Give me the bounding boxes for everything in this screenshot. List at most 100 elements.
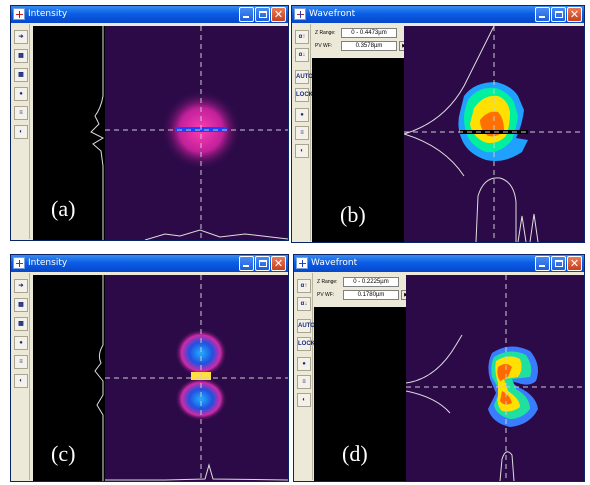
z-range-box: Z Range: 0 - 0.2225µm PV WF: 0.1780µm ▶ bbox=[315, 275, 413, 304]
z-down-icon[interactable]: α↓ bbox=[297, 297, 311, 311]
layers-icon[interactable]: ≡ bbox=[295, 126, 309, 140]
layers-icon[interactable]: ≡ bbox=[297, 375, 311, 389]
title-bar[interactable]: Wavefront ✕ bbox=[292, 6, 584, 23]
horizontal-profile bbox=[105, 463, 288, 481]
z-range-box: Z Range: 0 - 0.4473µm PV WF: 0.3578µm ▶ bbox=[313, 26, 411, 55]
window-title: Intensity bbox=[28, 9, 68, 19]
close-button[interactable]: ✕ bbox=[271, 256, 286, 271]
pv-value: 0.1780µm bbox=[343, 290, 399, 300]
grid-icon[interactable]: ▦ bbox=[14, 49, 28, 63]
intensity-plot[interactable] bbox=[105, 275, 288, 481]
maximize-icon bbox=[259, 260, 267, 267]
panel-caption: (b) bbox=[340, 202, 366, 227]
minimize-icon bbox=[243, 265, 249, 267]
intensity-window-a: Intensity ✕ ➔ ▦ ▩ ● ≡ ◐ bbox=[10, 5, 289, 241]
wavefront-plot[interactable] bbox=[404, 26, 584, 242]
minimize-button[interactable] bbox=[535, 256, 550, 271]
title-bar[interactable]: Intensity ✕ bbox=[11, 255, 288, 272]
z-up-icon[interactable]: α↑ bbox=[295, 30, 309, 44]
app-icon bbox=[294, 8, 306, 20]
tool-strip: α↑ α↓ AUTO LOCK ● ≡ ◐ bbox=[295, 273, 315, 480]
window-title: Wavefront bbox=[309, 9, 356, 19]
minimize-button[interactable] bbox=[239, 7, 254, 22]
maximize-button[interactable] bbox=[551, 256, 566, 271]
sphere-icon[interactable]: ● bbox=[14, 336, 28, 350]
color-wheel-icon[interactable]: ◐ bbox=[14, 374, 28, 388]
maximize-icon bbox=[555, 11, 563, 18]
minimize-icon bbox=[243, 16, 249, 18]
tool-strip: ➔ ▦ ▩ ● ≡ ◐ bbox=[12, 24, 30, 239]
maximize-button[interactable] bbox=[255, 7, 270, 22]
wavefront-core bbox=[497, 364, 512, 381]
pv-row: PV WF: 0.3578µm ▶ bbox=[315, 41, 409, 52]
window-title: Intensity bbox=[28, 258, 68, 268]
panel-caption: (d) bbox=[342, 441, 368, 466]
z-range-row: Z Range: 0 - 0.4473µm bbox=[315, 28, 409, 39]
profile-strip bbox=[314, 307, 406, 481]
close-button[interactable]: ✕ bbox=[567, 7, 582, 22]
app-icon bbox=[13, 8, 25, 20]
vertical-profile bbox=[94, 275, 104, 481]
multi-grid-icon[interactable]: ▩ bbox=[14, 317, 28, 331]
title-bar[interactable]: Intensity ✕ bbox=[11, 6, 288, 23]
profile-strip bbox=[33, 26, 105, 240]
close-button[interactable]: ✕ bbox=[567, 256, 582, 271]
wavefront-window-d: Wavefront ✕ α↑ α↓ AUTO LOCK ● ≡ ◐ Z Rang… bbox=[293, 254, 585, 482]
app-icon bbox=[13, 257, 25, 269]
profile-strip bbox=[312, 58, 404, 242]
window-title: Wavefront bbox=[311, 258, 358, 268]
vertical-profile bbox=[406, 334, 463, 384]
profile-strip bbox=[33, 275, 105, 481]
beam-lobe-upper bbox=[175, 329, 227, 377]
maximize-icon bbox=[259, 11, 267, 18]
z-range-label: Z Range: bbox=[315, 30, 336, 36]
z-down-icon[interactable]: α↓ bbox=[295, 48, 309, 62]
layers-icon[interactable]: ≡ bbox=[14, 106, 28, 120]
color-wheel-icon[interactable]: ◐ bbox=[295, 144, 309, 158]
lock-button[interactable]: LOCK bbox=[295, 88, 313, 102]
auto-button[interactable]: AUTO bbox=[297, 319, 315, 333]
intensity-window-c: Intensity ✕ ➔ ▦ ▩ ● ≡ ◐ bbox=[10, 254, 289, 482]
grid-icon[interactable]: ▦ bbox=[14, 298, 28, 312]
lock-button[interactable]: LOCK bbox=[297, 337, 315, 351]
maximize-button[interactable] bbox=[551, 7, 566, 22]
auto-button[interactable]: AUTO bbox=[295, 70, 313, 84]
z-range-label: Z Range: bbox=[317, 279, 338, 285]
horizontal-profile bbox=[499, 451, 515, 481]
z-up-icon[interactable]: α↑ bbox=[297, 279, 311, 293]
app-icon bbox=[296, 257, 308, 269]
layers-icon[interactable]: ≡ bbox=[14, 355, 28, 369]
wavefront-plot[interactable] bbox=[406, 275, 584, 481]
export-icon[interactable]: ➔ bbox=[14, 30, 28, 44]
panel-caption: (a) bbox=[51, 196, 76, 221]
close-button[interactable]: ✕ bbox=[271, 7, 286, 22]
title-bar[interactable]: Wavefront ✕ bbox=[294, 255, 584, 272]
close-icon: ✕ bbox=[569, 257, 580, 270]
sphere-icon[interactable]: ● bbox=[14, 87, 28, 101]
sphere-icon[interactable]: ● bbox=[295, 108, 309, 122]
pv-label: PV WF: bbox=[317, 292, 335, 298]
intensity-plot[interactable] bbox=[105, 26, 288, 240]
sphere-icon[interactable]: ● bbox=[297, 357, 311, 371]
minimize-icon bbox=[539, 265, 545, 267]
beam-lobe-lower bbox=[175, 377, 227, 421]
horizontal-profile bbox=[475, 177, 517, 242]
minimize-button[interactable] bbox=[239, 256, 254, 271]
close-icon: ✕ bbox=[569, 8, 580, 21]
minimize-button[interactable] bbox=[535, 7, 550, 22]
close-icon: ✕ bbox=[273, 8, 284, 21]
horizontal-profile bbox=[144, 229, 288, 240]
maximize-icon bbox=[555, 260, 563, 267]
z-range-value: 0 - 0.2225µm bbox=[343, 277, 399, 287]
vertical-profile bbox=[404, 26, 495, 135]
maximize-button[interactable] bbox=[255, 256, 270, 271]
export-icon[interactable]: ➔ bbox=[14, 279, 28, 293]
color-wheel-icon[interactable]: ◐ bbox=[14, 125, 28, 139]
multi-grid-icon[interactable]: ▩ bbox=[14, 68, 28, 82]
vertical-profile bbox=[90, 26, 105, 240]
color-wheel-icon[interactable]: ◐ bbox=[297, 393, 311, 407]
wavefront-window-b: Wavefront ✕ α↑ α↓ AUTO LOCK ● ≡ ◐ Z Rang… bbox=[291, 5, 585, 243]
pv-value: 0.3578µm bbox=[341, 41, 397, 51]
z-range-row: Z Range: 0 - 0.2225µm bbox=[317, 277, 411, 288]
tool-strip: α↑ α↓ AUTO LOCK ● ≡ ◐ bbox=[293, 24, 313, 241]
